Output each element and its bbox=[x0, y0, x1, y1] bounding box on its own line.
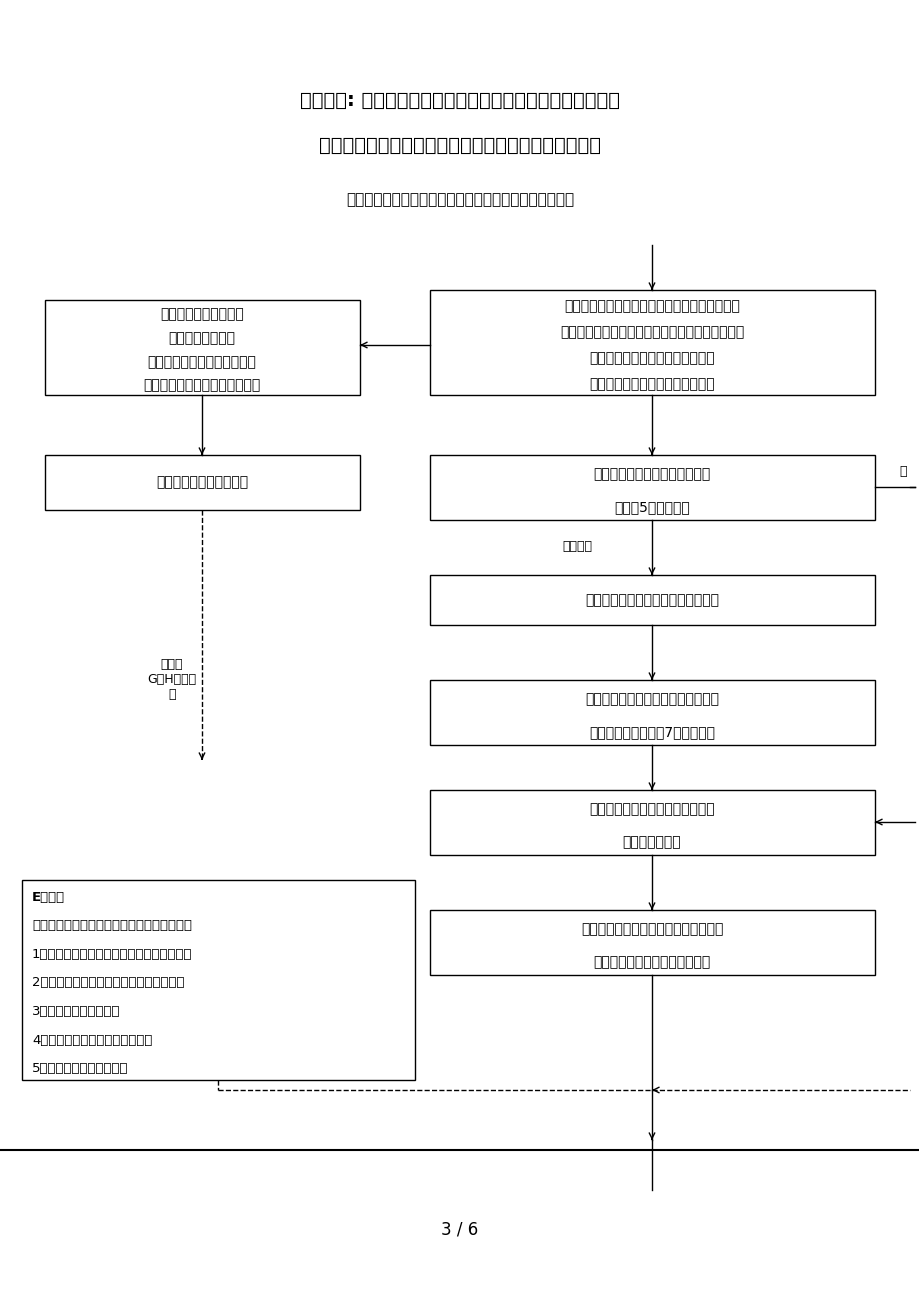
Text: 《补充耕地方案》: 《补充耕地方案》 bbox=[168, 331, 235, 345]
Bar bbox=[22, 880, 414, 1079]
Text: 市或区国土房管局制定: 市或区国土房管局制定 bbox=[160, 307, 244, 322]
Text: 5、建设项目平面布置图。: 5、建设项目平面布置图。 bbox=[32, 1062, 129, 1075]
Text: （自完成拟拆迁房屋测量之日起）: （自完成拟拆迁房屋测量之日起） bbox=[588, 378, 714, 392]
Text: 《补充耕地方案》和《供地方案》，组织征地听证阶段: 《补充耕地方案》和《供地方案》，组织征地听证阶段 bbox=[319, 135, 600, 155]
Text: 地，由区国土房管局拟定方案）: 地，由区国土房管局拟定方案） bbox=[143, 379, 260, 392]
Text: 第二部分: 制定《征收土地方案》、《征地补偿安置方案》、: 第二部分: 制定《征收土地方案》、《征地补偿安置方案》、 bbox=[300, 91, 619, 109]
Text: 置方案》，送达《听证告知书》。: 置方案》，送达《听证告知书》。 bbox=[588, 352, 714, 366]
Text: 由区国土房管局送达《听证通知书》: 由区国土房管局送达《听证通知书》 bbox=[584, 693, 719, 707]
Text: 申请听证: 申请听证 bbox=[562, 540, 591, 553]
Text: 国土房管局拟定《征收土地方案》、《征地补偿安: 国土房管局拟定《征收土地方案》、《征地补偿安 bbox=[560, 326, 743, 339]
Text: 区政府出具对征地补偿标准、对被征地: 区政府出具对征地补偿标准、对被征地 bbox=[580, 923, 722, 936]
Text: 结果在
G、H环节提
交: 结果在 G、H环节提 交 bbox=[147, 659, 197, 702]
Text: E环节：: E环节： bbox=[32, 891, 65, 904]
Text: 区国土房管局举行征地补偿标准和: 区国土房管局举行征地补偿标准和 bbox=[588, 802, 714, 816]
Bar bbox=[45, 299, 359, 395]
Text: 3、环境影响评估资料；: 3、环境影响评估资料； bbox=[32, 1005, 120, 1018]
Bar bbox=[429, 454, 874, 519]
Bar bbox=[429, 790, 874, 855]
Text: 农民安置途径可行性的书面承诺: 农民安置途径可行性的书面承诺 bbox=[593, 954, 709, 969]
Text: 3 / 6: 3 / 6 bbox=[441, 1221, 478, 1240]
Text: 根据市测绘所测绘后提供的被拆迁房屋数据，区: 根据市测绘所测绘后提供的被拆迁房屋数据，区 bbox=[563, 298, 739, 312]
Text: 1、是否压覆重要矿床证明及评估审核意见；: 1、是否压覆重要矿床证明及评估审核意见； bbox=[32, 948, 192, 961]
Bar bbox=[429, 575, 874, 625]
Text: 申请单位缴纳耕地开垦费: 申请单位缴纳耕地开垦费 bbox=[155, 475, 248, 490]
Text: 农村集体或农民申请举行听证会: 农村集体或农民申请举行听证会 bbox=[593, 467, 709, 482]
Text: 安置途径听证会: 安置途径听证会 bbox=[622, 835, 681, 849]
Text: 由区国土房管局编制《听证通知书》: 由区国土房管局编制《听证通知书》 bbox=[584, 592, 719, 607]
Text: （法定5个工作日）: （法定5个工作日） bbox=[614, 500, 689, 514]
Text: 单独选址项目用地，申请单位提供以下资料：: 单独选址项目用地，申请单位提供以下资料： bbox=[32, 919, 192, 932]
Bar bbox=[429, 910, 874, 975]
Text: 不: 不 bbox=[898, 466, 906, 479]
Text: （涉及的政府部门：市规划局，区政府、区国土房管局）: （涉及的政府部门：市规划局，区政府、区国土房管局） bbox=[346, 193, 573, 207]
Bar bbox=[429, 680, 874, 745]
Text: 2、地质灾害危险性评估报告及审核意见；: 2、地质灾害危险性评估报告及审核意见； bbox=[32, 976, 185, 990]
Bar bbox=[429, 290, 874, 395]
Text: 4、建设项目初步设计批复文件；: 4、建设项目初步设计批复文件； bbox=[32, 1034, 153, 1047]
Text: 告知当地农民（法定7个工作日）: 告知当地农民（法定7个工作日） bbox=[588, 725, 714, 740]
Bar bbox=[45, 454, 359, 510]
Text: （报省政府批准的城镇批次用: （报省政府批准的城镇批次用 bbox=[147, 354, 256, 368]
